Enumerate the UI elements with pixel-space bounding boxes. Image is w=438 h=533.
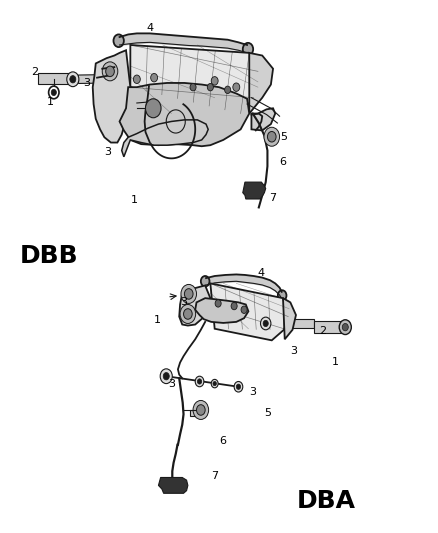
Circle shape — [278, 290, 286, 301]
Circle shape — [241, 306, 247, 313]
Circle shape — [198, 379, 202, 384]
Text: 6: 6 — [279, 157, 286, 167]
Circle shape — [180, 304, 196, 324]
Circle shape — [51, 90, 57, 95]
Polygon shape — [179, 286, 210, 326]
Polygon shape — [243, 182, 266, 199]
Circle shape — [233, 83, 240, 91]
Text: 7: 7 — [211, 471, 218, 481]
Polygon shape — [314, 321, 342, 334]
Circle shape — [197, 405, 205, 415]
Circle shape — [102, 62, 118, 81]
Circle shape — [207, 84, 213, 91]
Text: 3: 3 — [180, 297, 187, 308]
Polygon shape — [195, 298, 248, 323]
Circle shape — [213, 382, 216, 386]
Text: 5: 5 — [264, 408, 271, 418]
Circle shape — [211, 379, 218, 388]
Polygon shape — [93, 50, 133, 142]
Text: 3: 3 — [249, 387, 256, 397]
Polygon shape — [159, 478, 188, 494]
Circle shape — [67, 72, 79, 87]
Text: 1: 1 — [47, 97, 54, 107]
Circle shape — [243, 43, 253, 55]
Polygon shape — [190, 410, 201, 416]
Text: 3: 3 — [104, 147, 111, 157]
Text: 3: 3 — [84, 78, 91, 88]
Text: 3: 3 — [290, 346, 297, 356]
Polygon shape — [38, 74, 73, 84]
Circle shape — [225, 86, 231, 93]
Text: 6: 6 — [219, 435, 226, 446]
Polygon shape — [249, 53, 273, 114]
Circle shape — [215, 300, 221, 307]
Circle shape — [193, 400, 208, 419]
Polygon shape — [122, 120, 208, 157]
Circle shape — [134, 75, 140, 84]
Circle shape — [113, 35, 124, 47]
Circle shape — [231, 302, 237, 310]
Circle shape — [145, 99, 161, 118]
Circle shape — [181, 285, 197, 303]
Text: DBA: DBA — [297, 489, 356, 513]
Polygon shape — [120, 83, 249, 146]
Polygon shape — [266, 319, 314, 328]
Circle shape — [236, 384, 240, 390]
Text: 4: 4 — [258, 268, 265, 278]
Circle shape — [184, 289, 193, 299]
Circle shape — [70, 76, 76, 83]
Text: 2: 2 — [319, 326, 326, 336]
Circle shape — [190, 84, 196, 91]
Circle shape — [339, 320, 351, 335]
Text: 1: 1 — [131, 195, 138, 205]
Circle shape — [201, 276, 209, 287]
Circle shape — [263, 320, 268, 327]
Circle shape — [268, 132, 276, 142]
Text: 2: 2 — [31, 67, 38, 77]
Text: 1: 1 — [154, 316, 161, 325]
Polygon shape — [251, 108, 275, 131]
Text: DBB: DBB — [20, 244, 79, 268]
Circle shape — [195, 376, 204, 387]
Polygon shape — [131, 45, 258, 114]
Circle shape — [342, 324, 348, 331]
Text: 5: 5 — [280, 132, 287, 142]
Circle shape — [151, 74, 158, 82]
Polygon shape — [283, 298, 296, 340]
Circle shape — [234, 382, 243, 392]
Text: 1: 1 — [332, 358, 339, 367]
Circle shape — [261, 317, 271, 330]
Circle shape — [160, 369, 172, 384]
Polygon shape — [78, 75, 110, 84]
Polygon shape — [210, 284, 289, 341]
Circle shape — [184, 309, 192, 319]
Text: 4: 4 — [146, 23, 153, 33]
Circle shape — [264, 127, 279, 146]
Text: 3: 3 — [168, 378, 175, 389]
Circle shape — [211, 77, 218, 85]
Text: 7: 7 — [269, 193, 276, 203]
Circle shape — [163, 373, 169, 380]
Circle shape — [106, 66, 114, 77]
